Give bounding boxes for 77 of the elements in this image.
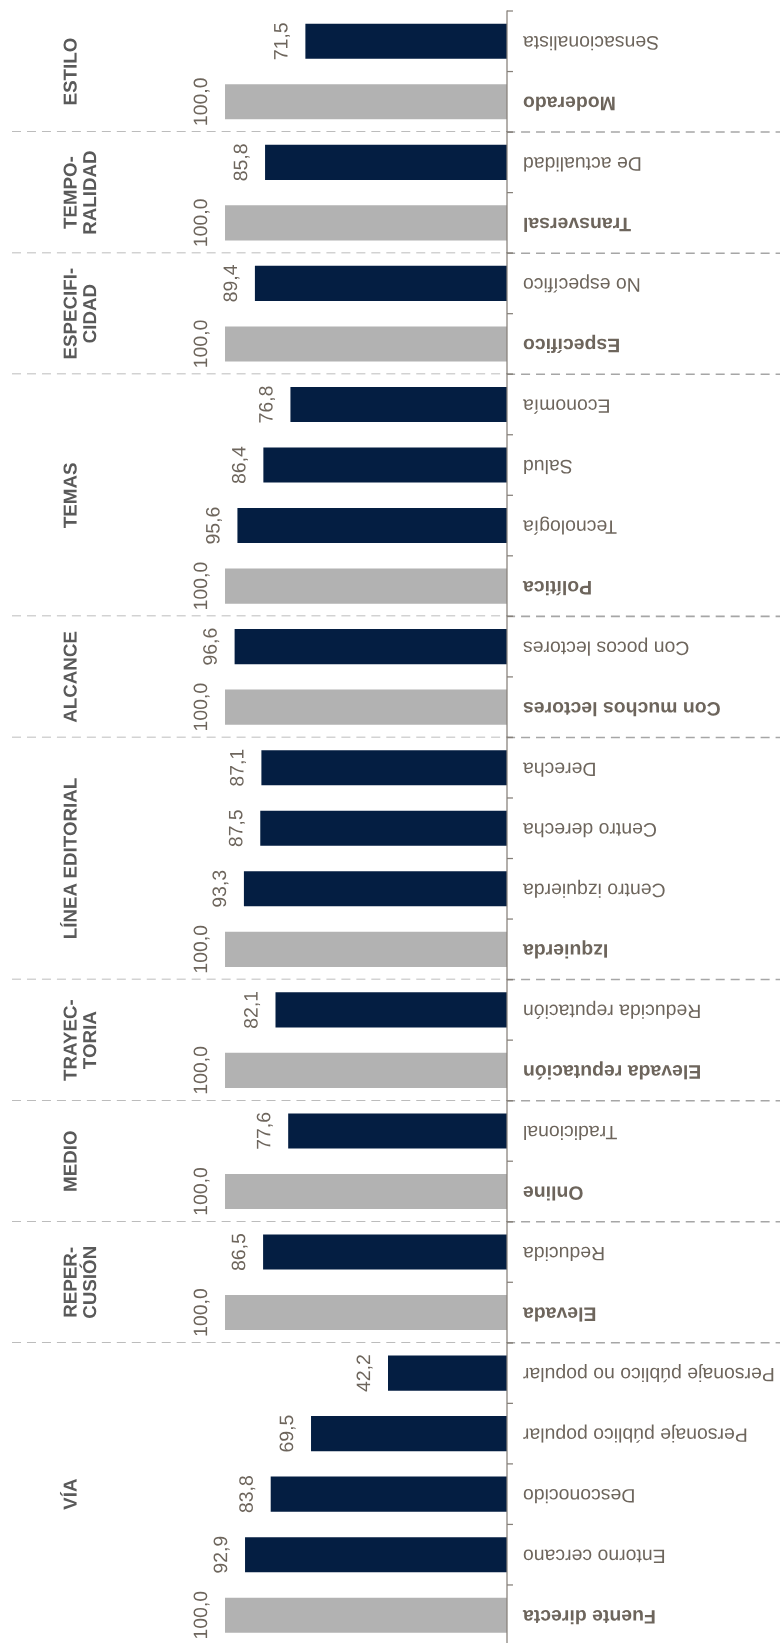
data-label: 86,5 [231, 1233, 248, 1271]
bar [270, 1476, 507, 1512]
y-tick-label: Desconocido [523, 1488, 634, 1504]
bar [260, 810, 507, 846]
y-tick-label: Centro izquierda [522, 879, 665, 898]
y-tick-label: Específico [523, 334, 619, 354]
data-label: 100,0 [193, 320, 210, 367]
y-tick-label: Con muchos lectores [523, 701, 720, 717]
y-tick-label: Sensacionalista [522, 36, 659, 51]
data-label: 42,2 [356, 1355, 373, 1392]
bar [245, 1537, 507, 1573]
y-tick-label: Reducida reputación [524, 1000, 700, 1020]
data-label: 85,8 [233, 144, 250, 181]
y-tick-label: Salud [524, 459, 572, 475]
y-tick-label: Fuente directa [522, 1610, 655, 1625]
y-axis-title: REPER- CUSIÓN [63, 1247, 97, 1318]
bar [261, 750, 507, 786]
data-label: 100,0 [193, 562, 210, 609]
bar [290, 386, 507, 423]
y-tick-label: Entorno cercano [523, 1549, 665, 1564]
bar [388, 1355, 507, 1391]
y-axis-title: ESTILO [63, 38, 77, 105]
y-axis-title: LÍNEA EDITORIAL [59, 778, 77, 938]
data-label: 87,1 [229, 749, 246, 786]
y-tick-label: No específico [523, 274, 640, 293]
y-axis-title: ALCANCE [63, 631, 77, 723]
data-label: 71,5 [274, 23, 290, 60]
y-axis-title: MEDIO [63, 1131, 77, 1191]
y-tick-label: Centro derecha [522, 823, 657, 838]
data-label: 89,4 [223, 265, 240, 302]
data-label: 100,0 [193, 199, 210, 246]
data-label: 93,3 [212, 870, 229, 907]
y-tick-label: Personaje público no popular [523, 1363, 774, 1383]
y-axis-title: ESPECIFI- CIDAD [63, 268, 97, 359]
y-tick-label: Reducida [522, 1246, 604, 1262]
y-tick-label: Elevada reputación [524, 1061, 700, 1080]
y-tick-label: Moderado [523, 96, 615, 111]
data-label: 100,0 [193, 1288, 210, 1336]
bar [225, 931, 507, 967]
data-label: 87,5 [228, 810, 245, 847]
y-axis-title: TEMPO- RALIDAD [63, 151, 97, 234]
y-tick-label: Con pocos lectores [523, 637, 689, 656]
bar [225, 568, 507, 604]
bar [263, 447, 507, 483]
y-tick-label: Economía [522, 399, 609, 414]
y-tick-label: Política [522, 580, 591, 596]
y-tick-label: Tradicional [524, 1125, 617, 1140]
bar [237, 508, 507, 544]
y-tick-label: Transversal [524, 217, 631, 232]
data-label: 100,0 [193, 683, 210, 731]
y-tick-label: Tecnología [522, 516, 617, 535]
data-label: 100,0 [193, 1167, 210, 1215]
data-label: 83,8 [239, 1476, 256, 1513]
data-label: 100,0 [193, 78, 210, 125]
data-label: 86,4 [231, 446, 248, 484]
y-tick-label: De actualidad [524, 157, 641, 172]
y-tick-label: Personaje público popular [523, 1424, 747, 1443]
y-tick-label: Elevada [522, 1307, 596, 1322]
data-label: 95,6 [205, 507, 222, 544]
data-label: 69,5 [279, 1415, 296, 1452]
y-tick-label: Izquierda [522, 940, 608, 959]
bar [225, 1597, 507, 1633]
data-label: 100,0 [193, 1046, 210, 1094]
bar [243, 871, 507, 907]
data-label: 100,0 [193, 1591, 210, 1639]
y-tick-label: Derecha [522, 762, 595, 777]
data-label: 76,8 [258, 386, 275, 423]
y-axis-title: TEMAS [63, 463, 77, 528]
y-axis-title: VÍA [59, 1479, 77, 1510]
data-label: 82,1 [243, 991, 261, 1028]
y-axis-title: TRAYEC- TORIA [63, 1000, 97, 1081]
bar [311, 1416, 507, 1452]
data-label: 96,6 [203, 628, 220, 665]
data-label: 77,6 [256, 1112, 273, 1149]
data-label: 92,9 [213, 1536, 230, 1573]
data-label: 100,0 [193, 925, 210, 973]
y-tick-label: Online [523, 1186, 583, 1201]
